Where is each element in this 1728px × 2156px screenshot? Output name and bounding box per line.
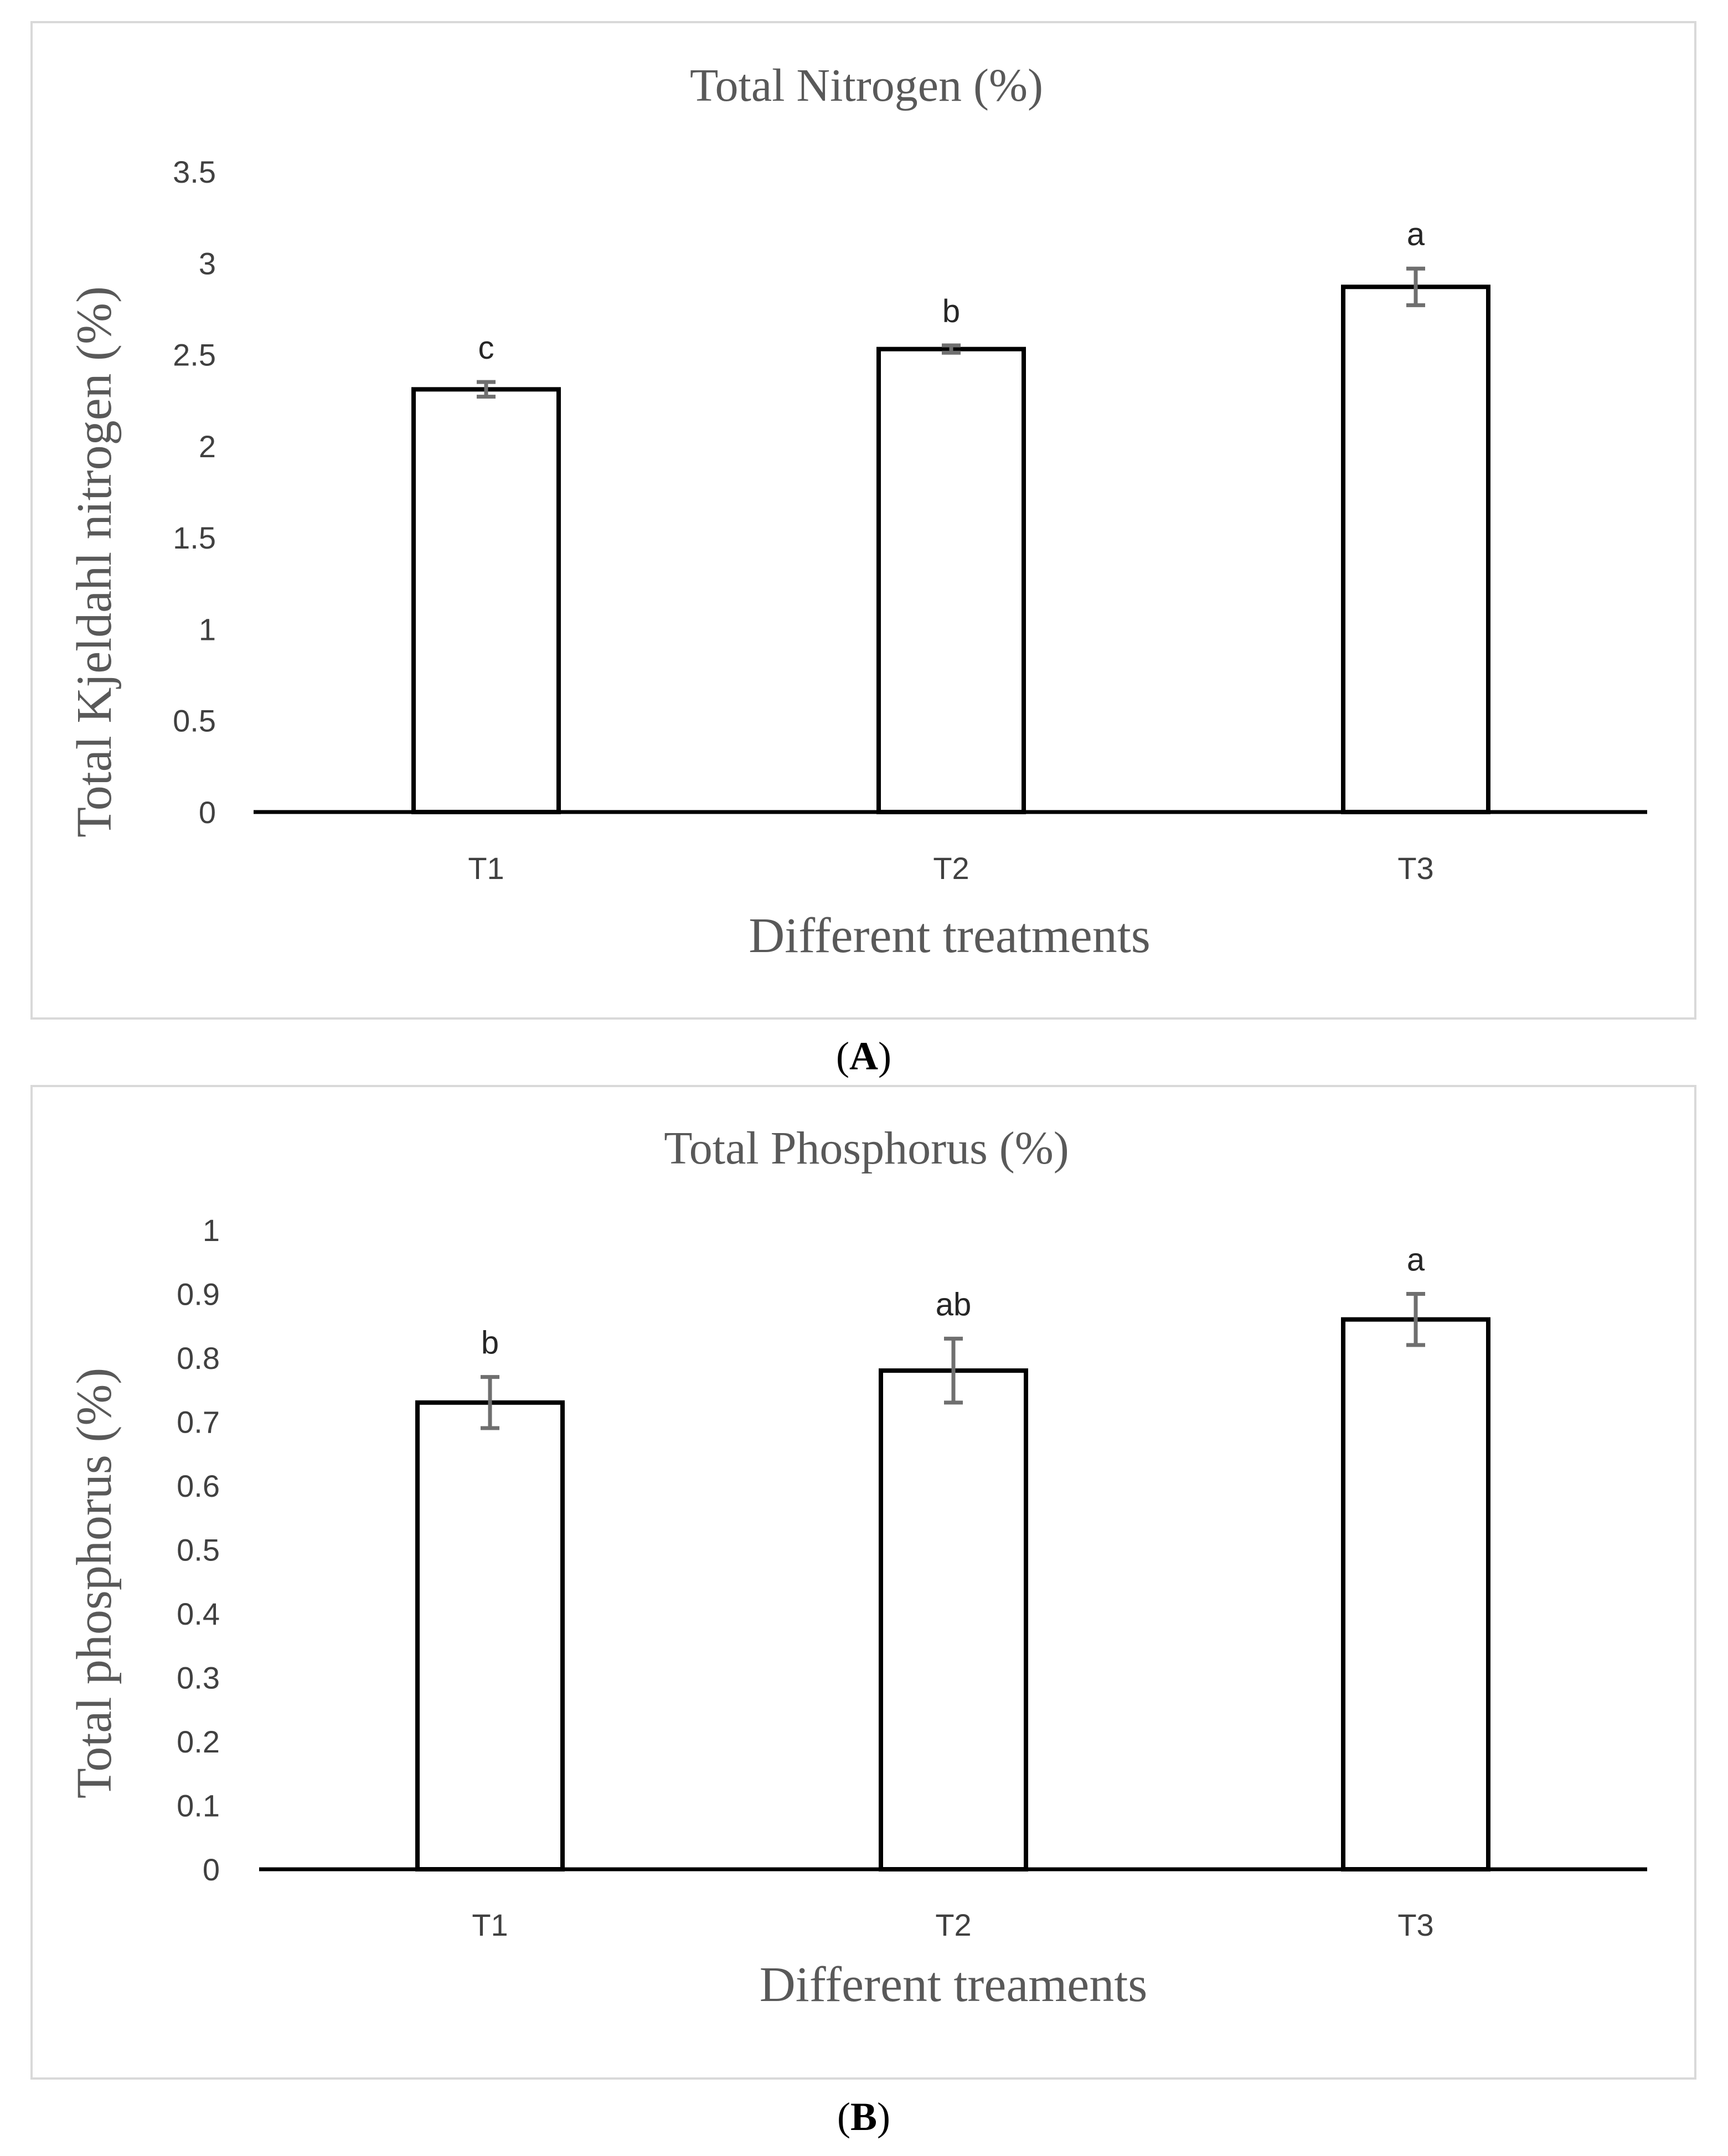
panel-b-significance-label-t3: a	[1407, 1242, 1425, 1278]
panel-a-x-tick-label-t1: T1	[468, 851, 504, 886]
panel-b-bar-t3	[1341, 1317, 1490, 1871]
panel-a-bar-t2	[876, 347, 1026, 814]
panel-b-bar-t2	[879, 1368, 1028, 1872]
panel-b-x-axis-title: Different treaments	[760, 1957, 1148, 2012]
panel-a-y-tick-label: 3	[199, 246, 216, 281]
panel-b-title: Total Phosphorus (%)	[664, 1123, 1069, 1174]
panel-a-y-tick-label: 3.5	[173, 154, 216, 189]
panel-b-y-tick-label: 0.9	[177, 1277, 220, 1312]
panel-b-x-tick-label-t1: T1	[472, 1907, 508, 1942]
panel-a-significance-label-t2: b	[942, 293, 960, 329]
panel-a-y-axis-title: Total Kjeldahl nitrogen (%)	[67, 286, 122, 837]
panel-a-error-bar-t2	[942, 343, 961, 355]
panel-b-phosphorus-chart: Total Phosphorus (%) Total phosphorus (%…	[30, 1085, 1696, 2080]
panel-b-error-bar-t1	[481, 1375, 499, 1430]
panel-a-caption: (A)	[836, 1034, 891, 1078]
panel-b-error-bar-t3	[1406, 1292, 1425, 1347]
panel-b-marks: 0 0.1 0.2 0.3 0.4 0.5 0.6 0.7 0.8 0.9 1 b T1 ab T2 a T3	[177, 1213, 1647, 1942]
panel-a-caption-letter: A	[849, 1034, 878, 1078]
panel-b-y-tick-label: 0.7	[177, 1405, 220, 1440]
panel-b-caption-letter: B	[850, 2095, 877, 2139]
panel-b-bar-t1	[415, 1400, 565, 1872]
panel-a-x-tick-label-t3: T3	[1397, 851, 1433, 886]
panel-b-error-bar-t2	[944, 1336, 963, 1405]
panel-a-y-tick-label: 2.5	[173, 338, 216, 373]
panel-a-bar-t3	[1341, 285, 1490, 814]
panel-b-y-tick-label: 0.8	[177, 1341, 220, 1376]
panel-a-marks: 0 0.5 1 1.5 2 2.5 3 3.5 c T1 b T2 a T3	[173, 154, 1647, 886]
panel-a-significance-label-t1: c	[478, 330, 494, 366]
panel-b-y-tick-label: 0.5	[177, 1533, 220, 1568]
panel-b-y-tick-label: 0	[203, 1852, 220, 1887]
panel-b-y-axis-title: Total phosphorus (%)	[67, 1368, 122, 1799]
panel-b-x-tick-label-t3: T3	[1397, 1907, 1433, 1942]
panel-b-x-tick-label-t2: T2	[935, 1907, 971, 1942]
panel-a-y-tick-label: 1	[199, 612, 216, 647]
panel-b-caption: (B)	[837, 2095, 890, 2139]
panel-a-y-tick-label: 2	[199, 429, 216, 464]
panel-a-title: Total Nitrogen (%)	[690, 60, 1043, 111]
panel-a-y-tick-label: 1.5	[173, 520, 216, 555]
panel-a-error-bar-t1	[477, 380, 496, 399]
panel-b-y-tick-label: 0.4	[177, 1596, 220, 1631]
panel-b-y-tick-label: 0.3	[177, 1661, 220, 1695]
panel-b-y-tick-label: 0.1	[177, 1788, 220, 1823]
panel-a-error-bar-t3	[1406, 266, 1425, 307]
panel-a-significance-label-t3: a	[1407, 216, 1425, 252]
panel-b-significance-label-t2: ab	[936, 1286, 972, 1322]
panel-a-x-axis-title: Different treatments	[749, 908, 1151, 963]
panel-b-y-tick-label: 0.6	[177, 1469, 220, 1503]
panel-a-y-tick-label: 0.5	[173, 704, 216, 738]
panel-a-nitrogen-chart: Total Nitrogen (%) Total Kjeldahl nitrog…	[30, 21, 1696, 1020]
panel-a-x-tick-label-t2: T2	[933, 851, 969, 886]
panel-b-y-tick-label: 1	[203, 1213, 220, 1248]
panel-b-significance-label-t1: b	[481, 1325, 499, 1361]
panel-a-bar-t1	[411, 387, 561, 814]
panel-b-y-tick-label: 0.2	[177, 1724, 220, 1759]
panel-a-y-tick-label: 0	[199, 795, 216, 830]
